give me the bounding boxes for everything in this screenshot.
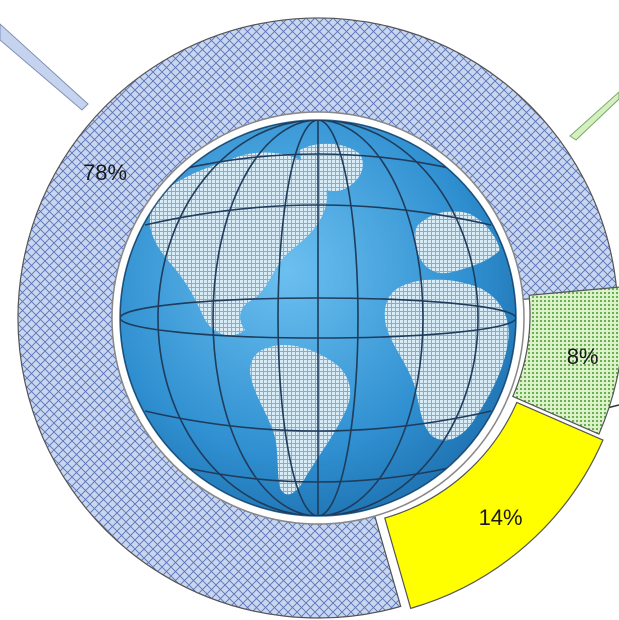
globe-icon [111, 111, 525, 525]
leader-line-green [569, 91, 619, 141]
globe-grid [120, 120, 516, 516]
slice-label-78: 78% [83, 160, 127, 185]
continent-europe [414, 211, 500, 274]
slice-14 [384, 401, 604, 610]
leader-lines [0, 23, 619, 409]
continent-south-america [250, 345, 351, 495]
slice-labels: 78% 8% 14% [83, 160, 598, 530]
slice-label-14: 14% [479, 505, 523, 530]
slice-label-8: 8% [567, 344, 599, 369]
donut-slices [17, 17, 619, 619]
leader-line-blue [0, 23, 89, 111]
slice-8 [511, 286, 619, 435]
continent-north-america [150, 152, 327, 336]
